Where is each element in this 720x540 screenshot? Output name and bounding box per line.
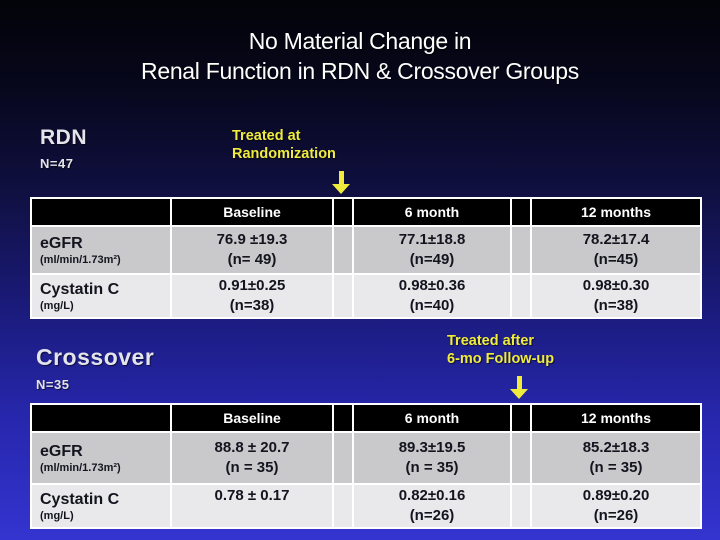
cell-n: (n = 35) bbox=[589, 459, 643, 476]
column-header-baseline: Baseline bbox=[170, 197, 334, 227]
row-label-cystatin: Cystatin C (mg/L) bbox=[30, 273, 172, 319]
spacer-cell bbox=[510, 483, 532, 529]
cell-n: (n=38) bbox=[229, 297, 275, 314]
cell-value: 89.3±19.5 bbox=[398, 439, 466, 456]
cell-value: 0.82±0.16 bbox=[398, 487, 466, 504]
arrow-head bbox=[332, 184, 350, 194]
table-cell: 78.2±17.4 (n=45) bbox=[530, 225, 702, 275]
metric-unit: (ml/min/1.73m²) bbox=[40, 253, 121, 266]
table-cell: 89.3±19.5 (n = 35) bbox=[352, 431, 512, 485]
cell-value: 0.98±0.30 bbox=[582, 277, 650, 294]
cell-n: (n=49) bbox=[409, 251, 455, 268]
cell-value: 0.98±0.36 bbox=[398, 277, 466, 294]
arrow-shaft bbox=[338, 171, 344, 184]
spacer-cell bbox=[510, 273, 532, 319]
rdn-table: Baseline 6 month 12 months eGFR (ml/min/… bbox=[30, 197, 702, 319]
metric-name: Cystatin C bbox=[40, 280, 120, 298]
column-header-baseline: Baseline bbox=[170, 403, 334, 433]
spacer-cell bbox=[332, 403, 354, 433]
spacer-cell bbox=[510, 225, 532, 275]
table-cell: 85.2±18.3 (n = 35) bbox=[530, 431, 702, 485]
spacer-cell bbox=[510, 197, 532, 227]
cell-value: 85.2±18.3 bbox=[582, 439, 650, 456]
page-title-line1: No Material Change in bbox=[248, 28, 472, 54]
cell-value: 76.9 ±19.3 bbox=[216, 231, 288, 248]
cell-n: (n=40) bbox=[409, 297, 455, 314]
cell-n: (n=26) bbox=[409, 507, 455, 524]
cell-value: 0.78 ± 0.17 bbox=[214, 487, 290, 504]
corner-cell bbox=[30, 403, 172, 433]
table-cell: 0.82±0.16 (n=26) bbox=[352, 483, 512, 529]
cell-value: 88.8 ± 20.7 bbox=[214, 439, 290, 456]
column-header-12months: 12 months bbox=[530, 403, 702, 433]
metric-unit: (mg/L) bbox=[40, 509, 74, 522]
spacer-cell bbox=[510, 431, 532, 485]
rdn-header-row: Baseline 6 month 12 months bbox=[30, 197, 702, 227]
table-row-cystatin: Cystatin C (mg/L) 0.91±0.25 (n=38) 0.98±… bbox=[30, 273, 702, 319]
column-header-6month: 6 month bbox=[352, 403, 512, 433]
annotation-treated-at-randomization: Treated at Randomization bbox=[232, 127, 336, 163]
table-cell: 0.91±0.25 (n=38) bbox=[170, 273, 334, 319]
annotation-treated-after-followup: Treated after 6-mo Follow-up bbox=[447, 332, 554, 368]
metric-name: eGFR bbox=[40, 442, 83, 460]
annotation-line: 6-mo Follow-up bbox=[447, 351, 555, 367]
table-row-egfr: eGFR (ml/min/1.73m²) 88.8 ± 20.7 (n = 35… bbox=[30, 431, 702, 485]
annotation-line: Treated after bbox=[447, 333, 535, 349]
cell-n: (n=45) bbox=[593, 251, 639, 268]
annotation-line: Randomization bbox=[232, 146, 336, 162]
metric-unit: (mg/L) bbox=[40, 299, 74, 312]
corner-cell bbox=[30, 197, 172, 227]
crossover-group-count: N=35 bbox=[36, 377, 70, 392]
spacer-cell bbox=[332, 483, 354, 529]
page-title: No Material Change in Renal Function in … bbox=[0, 26, 720, 86]
table-row-cystatin: Cystatin C (mg/L) 0.78 ± 0.17 0.82±0.16 … bbox=[30, 483, 702, 529]
spacer-cell bbox=[332, 197, 354, 227]
column-header-6month: 6 month bbox=[352, 197, 512, 227]
annotation-line: Treated at bbox=[232, 128, 301, 144]
crossover-group-label-block: Crossover N=35 bbox=[36, 344, 154, 392]
cell-value: 77.1±18.8 bbox=[398, 231, 466, 248]
column-header-12months: 12 months bbox=[530, 197, 702, 227]
spacer-cell bbox=[332, 225, 354, 275]
table-cell: 0.98±0.30 (n=38) bbox=[530, 273, 702, 319]
rdn-group-label-block: RDN N=47 bbox=[40, 126, 87, 171]
arrow-head bbox=[510, 389, 528, 399]
cell-n: (n=38) bbox=[593, 297, 639, 314]
table-cell: 0.98±0.36 (n=40) bbox=[352, 273, 512, 319]
crossover-group-label: Crossover bbox=[36, 344, 155, 370]
cell-value: 0.91±0.25 bbox=[218, 277, 286, 294]
table-cell: 77.1±18.8 (n=49) bbox=[352, 225, 512, 275]
row-label-egfr: eGFR (ml/min/1.73m²) bbox=[30, 225, 172, 275]
spacer-cell bbox=[332, 273, 354, 319]
metric-name: Cystatin C bbox=[40, 490, 120, 508]
crossover-header-row: Baseline 6 month 12 months bbox=[30, 403, 702, 433]
cell-n: (n = 35) bbox=[405, 459, 459, 476]
metric-name: eGFR bbox=[40, 234, 83, 252]
crossover-table: Baseline 6 month 12 months eGFR (ml/min/… bbox=[30, 403, 702, 529]
cell-n: (n=26) bbox=[593, 507, 639, 524]
cell-value: 0.89±0.20 bbox=[582, 487, 650, 504]
spacer-cell bbox=[332, 431, 354, 485]
rdn-group-count: N=47 bbox=[40, 156, 74, 171]
table-row-egfr: eGFR (ml/min/1.73m²) 76.9 ±19.3 (n= 49) … bbox=[30, 225, 702, 275]
down-arrow-icon bbox=[332, 171, 350, 194]
row-label-cystatin: Cystatin C (mg/L) bbox=[30, 483, 172, 529]
row-label-egfr: eGFR (ml/min/1.73m²) bbox=[30, 431, 172, 485]
table-cell: 76.9 ±19.3 (n= 49) bbox=[170, 225, 334, 275]
spacer-cell bbox=[510, 403, 532, 433]
cell-n bbox=[173, 506, 331, 526]
table-cell: 0.78 ± 0.17 bbox=[170, 483, 334, 529]
table-cell: 88.8 ± 20.7 (n = 35) bbox=[170, 431, 334, 485]
page-title-line2: Renal Function in RDN & Crossover Groups bbox=[141, 58, 579, 84]
cell-n: (n= 49) bbox=[227, 251, 277, 268]
down-arrow-icon bbox=[510, 376, 528, 399]
cell-n: (n = 35) bbox=[225, 459, 279, 476]
cell-value: 78.2±17.4 bbox=[582, 231, 650, 248]
arrow-shaft bbox=[516, 376, 522, 389]
rdn-group-label: RDN bbox=[40, 126, 87, 149]
metric-unit: (ml/min/1.73m²) bbox=[40, 461, 121, 474]
table-cell: 0.89±0.20 (n=26) bbox=[530, 483, 702, 529]
